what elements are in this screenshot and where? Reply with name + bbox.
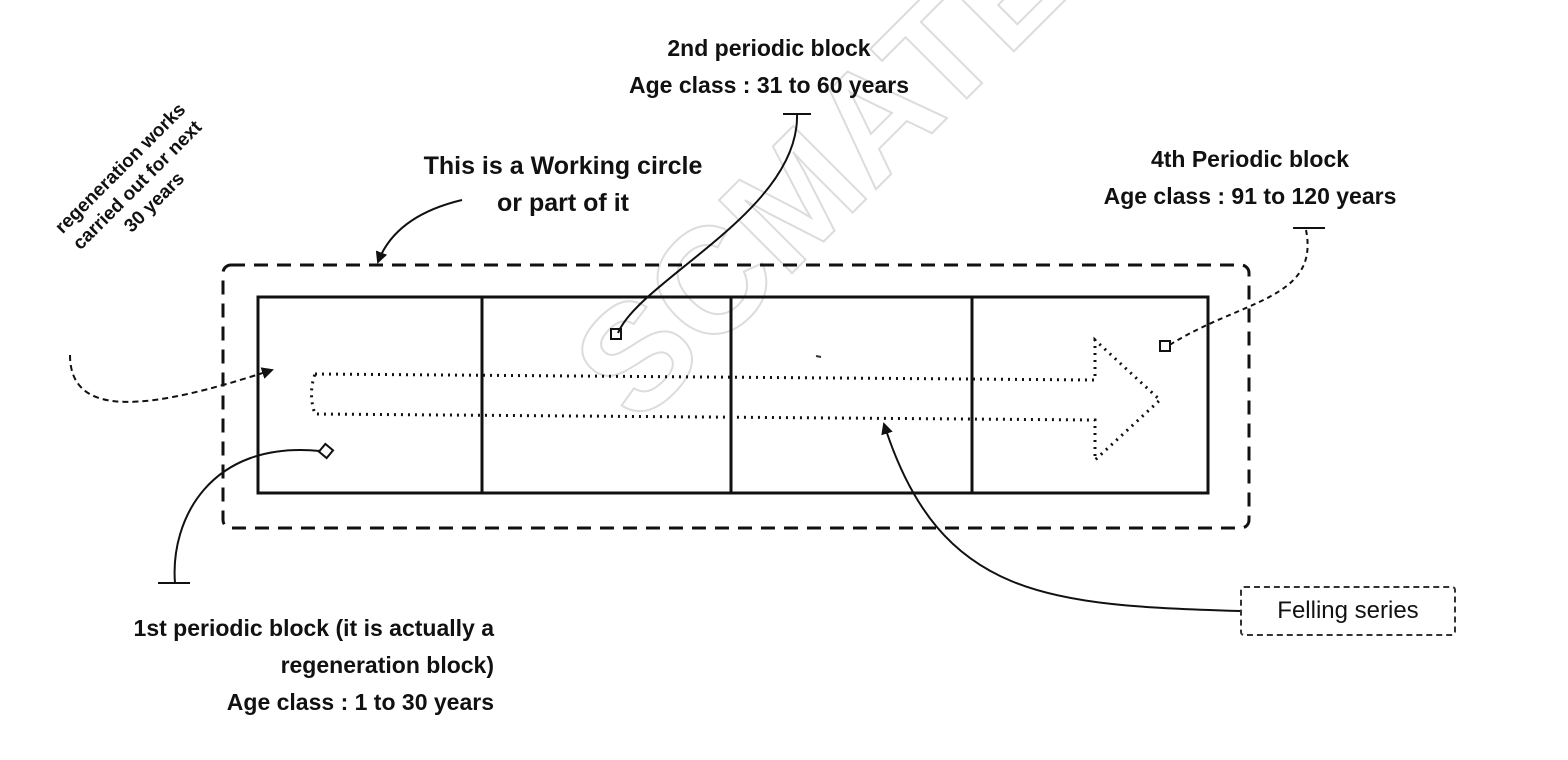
stray-dot [815,355,822,358]
block-1-subtitle: regeneration block) [280,652,494,678]
block-2-leader [617,113,799,334]
block-4-title: 4th Periodic block [1150,146,1350,172]
block-4-age-class: Age class : 91 to 120 years [1103,183,1397,209]
felling-series-arrow [310,336,1163,464]
working-circle-arrow [375,199,463,264]
block-2-age-class: Age class : 31 to 60 years [629,72,909,98]
block-1-age-class: Age class : 1 to 30 years [226,689,494,715]
working-circle-label: This is a Working circle or part of it [405,148,721,222]
working-circle-line-1: This is a Working circle [423,152,703,180]
block-1-title: 1st periodic block (it is actually a [133,615,494,641]
felling-series-label: Felling series [1240,586,1456,636]
block-1-label: 1st periodic block (it is actually a reg… [86,610,494,721]
block-2-title: 2nd periodic block [667,35,871,61]
regeneration-arrow [69,354,274,403]
working-circle-line-2: or part of it [497,189,629,217]
block-1-leader [173,448,321,584]
felling-series-pointer [881,422,1241,612]
block-4-leader [1167,229,1309,347]
block-2-marker [610,328,622,340]
working-circle-boundary [221,263,1251,530]
periodic-blocks-frame [256,295,1210,495]
block-2-label: 2nd periodic block Age class : 31 to 60 … [611,30,927,104]
block-4-marker [1159,340,1171,352]
block-1-marker [317,442,335,460]
block-4-label: 4th Periodic block Age class : 91 to 120… [1082,141,1418,215]
